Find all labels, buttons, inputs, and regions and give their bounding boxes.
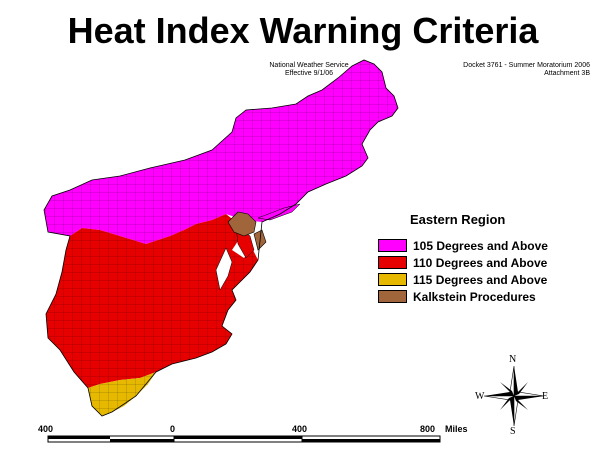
legend-item-105: 105 Degrees and Above: [378, 237, 598, 254]
map-title: Heat Index Warning Criteria: [67, 10, 539, 51]
effective-date-line: Effective 9/1/06: [284, 70, 334, 77]
issuer-note: National Weather Service Effective 9/1/0…: [254, 62, 364, 78]
compass-rose-icon: [483, 365, 545, 427]
county-lines-north: [44, 60, 398, 244]
docket-note: Docket 3761 - Summer Moratorium 2006 Att…: [420, 62, 590, 78]
scale-label-left-400: 400: [38, 424, 54, 434]
compass-west-label: W: [475, 391, 485, 402]
compass-east-label: E: [542, 391, 549, 402]
compass-north-label: N: [509, 354, 517, 365]
legend: Eastern Region 105 Degrees and Above 110…: [378, 212, 598, 305]
region-kalkstein: [227, 211, 257, 237]
scale-bar: [47, 435, 441, 443]
legend-title: Eastern Region: [410, 212, 506, 227]
compass-south-label: S: [510, 426, 516, 437]
docket-line: Docket 3761 - Summer Moratorium 2006: [463, 62, 590, 69]
legend-item-115: 115 Degrees and Above: [378, 271, 598, 288]
scale-label-400: 400: [292, 424, 308, 434]
county-lines-south: [88, 372, 156, 416]
legend-item-kalkstein: Kalkstein Procedures: [378, 288, 598, 305]
legend-swatch-110: [378, 256, 407, 269]
scale-label-800: 800: [420, 424, 436, 434]
legend-label-kalkstein: Kalkstein Procedures: [413, 289, 536, 304]
issuer-line: National Weather Service: [269, 62, 349, 69]
legend-swatch-kalkstein: [378, 290, 407, 303]
legend-swatch-115: [378, 273, 407, 286]
legend-item-110: 110 Degrees and Above: [378, 254, 598, 271]
legend-label-105: 105 Degrees and Above: [413, 238, 548, 253]
county-lines-middle: [46, 214, 258, 388]
chesapeake-bay: [215, 247, 233, 291]
attachment-line: Attachment 3B: [544, 70, 590, 77]
scale-unit: Miles: [445, 424, 468, 434]
legend-label-115: 115 Degrees and Above: [413, 272, 548, 287]
scale-label-0: 0: [170, 424, 176, 434]
legend-swatch-105: [378, 239, 407, 252]
coastline: [43, 59, 399, 417]
legend-label-110: 110 Degrees and Above: [413, 255, 548, 270]
